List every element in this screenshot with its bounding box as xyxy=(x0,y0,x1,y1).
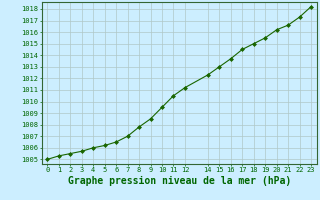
X-axis label: Graphe pression niveau de la mer (hPa): Graphe pression niveau de la mer (hPa) xyxy=(68,176,291,186)
